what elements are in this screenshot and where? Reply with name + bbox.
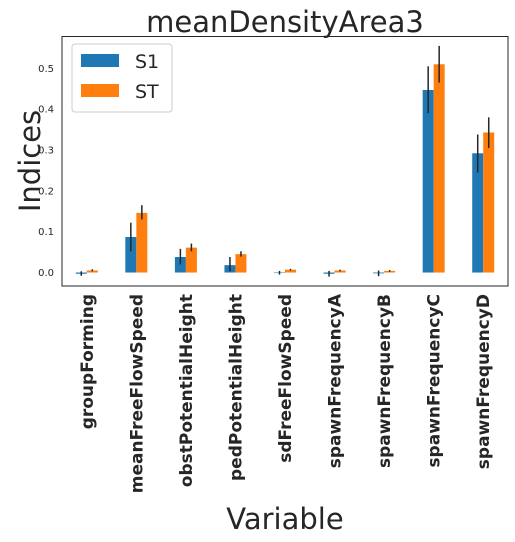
y-tick-label: 0.3 — [38, 146, 54, 157]
legend-label-s1: S1 — [135, 51, 159, 73]
plot-frame — [61, 36, 509, 287]
x-tick-label-spawnfrequencyc: spawnFrequencyC — [425, 294, 445, 468]
bar-st-spawnfrequencya — [334, 270, 346, 273]
legend-swatch-st — [81, 84, 119, 97]
legend-swatch-s1 — [81, 54, 119, 67]
chart-title: meanDensityArea3 — [146, 5, 424, 39]
bar-st-obstpotentialheight — [185, 247, 197, 273]
bar-st-meanfreeflowspeed — [136, 212, 148, 273]
plot-area — [75, 45, 495, 277]
bar-s1-spawnfrequencyc — [422, 89, 434, 273]
bar-st-sdfreeflowspeed — [285, 269, 296, 273]
y-tick-label: 0.1 — [38, 227, 54, 238]
legend: S1 ST — [71, 43, 173, 113]
bar-s1-obstpotentialheight — [174, 257, 186, 273]
bar-s1-meanfreeflowspeed — [125, 236, 137, 273]
x-tick-label-meanfreeflowspeed: meanFreeFlowSpeed — [127, 294, 147, 493]
bar-st-spawnfrequencyd — [483, 132, 495, 273]
y-tick-label: 0.5 — [38, 64, 54, 75]
x-axis-label: Variable — [226, 502, 343, 536]
x-tick-label-spawnfrequencyb: spawnFrequencyB — [375, 294, 395, 468]
y-tick-label: 0.2 — [38, 186, 54, 197]
bar-st-spawnfrequencyc — [433, 64, 445, 273]
x-tick-label-groupforming: groupForming — [78, 294, 98, 429]
y-tick-label: 0.0 — [38, 268, 54, 279]
x-axis-ticks: groupForming meanFreeFlowSpeed obstPotenti… — [78, 293, 494, 493]
legend-label-st: ST — [135, 81, 159, 103]
x-tick-label-spawnfrequencyd: spawnFrequencyD — [474, 294, 494, 469]
x-tick-label-obstpotentialheight: obstPotentialHeight — [177, 294, 197, 487]
y-axis-label: Indices — [13, 110, 47, 212]
y-axis-ticks: 0.0 0.1 0.2 0.3 0.4 0.5 — [38, 64, 54, 279]
bar-st-pedpotentialheight — [235, 254, 247, 273]
bar-st-spawnfrequencyb — [384, 270, 396, 273]
x-tick-label-pedpotentialheight: pedPotentialHeight — [226, 294, 246, 481]
x-tick-label-spawnfrequencya: spawnFrequencyA — [326, 293, 346, 468]
bar-st-groupforming — [86, 270, 98, 273]
bar-s1-spawnfrequencyd — [472, 153, 484, 273]
x-tick-label-sdfreeflowspeed: sdFreeFlowSpeed — [276, 294, 296, 463]
y-tick-label: 0.4 — [38, 105, 54, 116]
